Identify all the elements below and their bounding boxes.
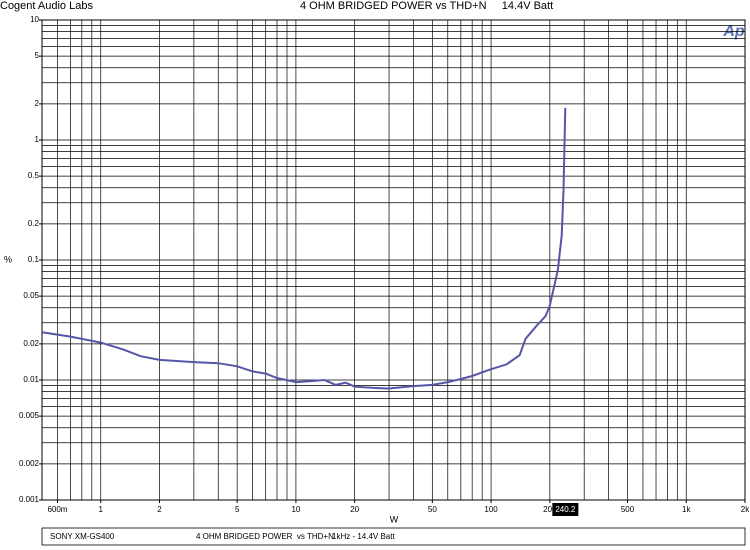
x-tick-label: 500 <box>621 505 635 514</box>
y-tick-label: 0.5 <box>28 171 40 180</box>
cursor-box <box>552 503 579 516</box>
y-tick-label: 0.002 <box>19 459 40 468</box>
chart-title: 4 OHM BRIDGED POWER vs THD+N 14.4V Batt <box>300 0 553 12</box>
x-tick-label: 200 <box>543 505 557 514</box>
x-tick-label: 2 <box>157 505 162 514</box>
footer-test: 4 OHM BRIDGED POWER vs THD+N <box>196 532 334 541</box>
header: Cogent Audio Labs <box>0 0 93 12</box>
x-tick-label: 50 <box>428 505 437 514</box>
footer-box <box>41 527 746 546</box>
y-axis-label: % <box>4 254 12 264</box>
footer-condition: 1kHz - 14.4V Batt <box>332 532 395 541</box>
y-tick-label: 10 <box>30 15 39 24</box>
x-axis-label: W <box>390 514 399 524</box>
x-tick-label: 20 <box>350 505 359 514</box>
y-tick-label: 0.2 <box>28 219 40 228</box>
x-tick-label: 5 <box>235 505 240 514</box>
y-tick-label: 0.01 <box>23 375 39 384</box>
x-tick-label: 2k <box>741 505 750 514</box>
y-tick-label: 0.005 <box>19 411 40 420</box>
y-tick-label: 5 <box>35 51 40 60</box>
y-tick-label: 2 <box>35 99 40 108</box>
y-tick-label: 1 <box>35 135 40 144</box>
cursor-label: 240.2 <box>555 505 576 514</box>
x-tick-label: 600m <box>47 505 67 514</box>
x-tick-label: 10 <box>291 505 300 514</box>
y-tick-label: 0.02 <box>23 339 39 348</box>
x-tick-label: 1 <box>99 505 104 514</box>
y-tick-label: 0.05 <box>23 291 39 300</box>
footer-device: SONY XM-GS400 <box>50 532 115 541</box>
x-tick-label: 100 <box>484 505 498 514</box>
x-tick-label: 1k <box>682 505 691 514</box>
data-line <box>41 107 567 390</box>
y-tick-label: 0.1 <box>28 255 40 264</box>
y-tick-label: 0.001 <box>19 495 40 504</box>
